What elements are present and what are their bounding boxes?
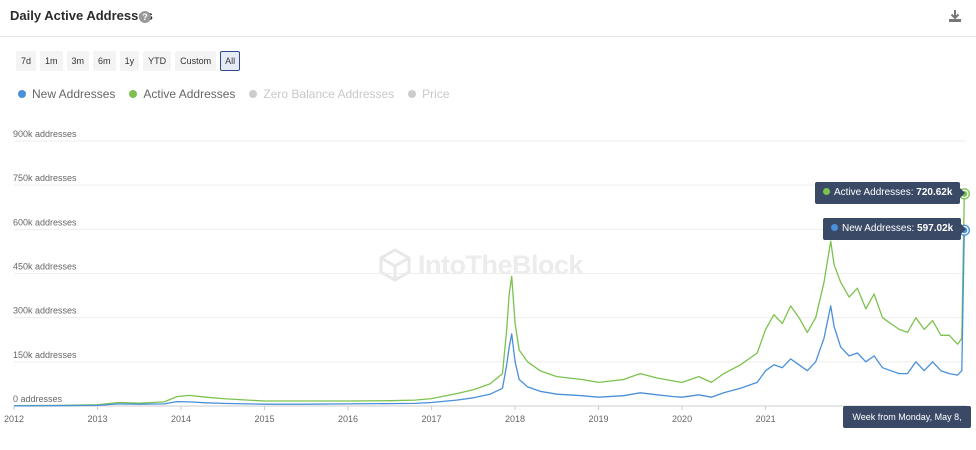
series-line-new-addresses — [13, 230, 965, 407]
tooltip-new-value: 597.02k — [917, 223, 954, 234]
tooltip-week: Week from Monday, May 8, 2023 — [843, 406, 971, 444]
question-circle-icon[interactable]: ? — [139, 11, 151, 23]
line-chart: 0 addresses 150k addresses 300k addresses 4… — [4, 129, 971, 424]
range-button-1m[interactable]: 1m — [40, 51, 63, 71]
x-tick-label: 2017 — [422, 414, 442, 424]
legend-item-price[interactable]: Price — [408, 87, 450, 101]
x-tick-label: 2020 — [672, 414, 692, 424]
y-tick-label: 600k addresses — [13, 217, 77, 227]
tooltip-new-label: New Addresses: — [842, 223, 915, 234]
tooltip-active-label: Active Addresses: — [834, 187, 914, 198]
x-tick-label: 2016 — [338, 414, 358, 424]
legend-dot — [249, 90, 258, 98]
y-tick-label: 0 addresses — [13, 394, 63, 404]
download-icon[interactable] — [947, 8, 963, 24]
series-line-active-addresses — [13, 193, 965, 407]
tooltip-new-dot — [831, 224, 838, 231]
chart-header: Daily Active Addresses ? — [0, 0, 976, 37]
range-button-3m[interactable]: 3m — [66, 51, 90, 71]
watermark: IntoTheBlock — [378, 248, 584, 282]
tooltip-active-addresses: Active Addresses: 720.62k — [815, 182, 966, 204]
range-button-1y[interactable]: 1y — [119, 51, 140, 71]
y-tick-label: 150k addresses — [13, 350, 77, 360]
y-tick-label: 450k addresses — [13, 262, 77, 272]
legend-dot — [408, 90, 417, 98]
legend-label: Price — [422, 87, 450, 101]
x-tick-label: 2018 — [505, 414, 525, 424]
legend-label: Zero Balance Addresses — [263, 87, 395, 101]
range-button-7d[interactable]: 7d — [16, 51, 37, 71]
chart-legend: New Addresses Active Addresses Zero Balanc… — [18, 87, 450, 101]
tooltip-new-addresses: New Addresses: 597.02k — [823, 218, 967, 240]
legend-dot — [18, 90, 26, 98]
y-tick-label: 900k addresses — [13, 129, 77, 139]
tooltip-active-dot — [823, 188, 830, 195]
x-tick-label: 2014 — [171, 414, 191, 424]
range-button-all[interactable]: All — [220, 51, 241, 71]
tooltip-active-value: 720.62k — [916, 187, 953, 198]
legend-item-new-addresses[interactable]: New Addresses — [18, 87, 115, 101]
page-title: Daily Active Addresses — [10, 8, 153, 23]
y-tick-label: 750k addresses — [13, 173, 77, 183]
range-selector: 7d 1m 3m 6m 1y YTD Custom All — [16, 51, 241, 71]
x-tick-label: 2021 — [756, 414, 776, 424]
y-tick-label: 300k addresses — [13, 306, 77, 316]
watermark-text: IntoTheBlock — [418, 249, 584, 280]
x-tick-label: 2019 — [589, 414, 609, 424]
range-button-custom[interactable]: Custom — [175, 51, 217, 71]
x-tick-label: 2015 — [255, 414, 275, 424]
legend-label: New Addresses — [32, 87, 116, 101]
range-button-6m[interactable]: 6m — [93, 51, 116, 71]
legend-item-active-addresses[interactable]: Active Addresses — [129, 87, 235, 101]
legend-label: Active Addresses — [143, 87, 236, 101]
legend-item-zero-balance-addresses[interactable]: Zero Balance Addresses — [249, 87, 394, 101]
x-tick-label: 2013 — [87, 414, 107, 424]
legend-dot — [129, 90, 138, 98]
range-button-ytd[interactable]: YTD — [143, 51, 172, 71]
x-tick-label: 2012 — [4, 414, 24, 424]
